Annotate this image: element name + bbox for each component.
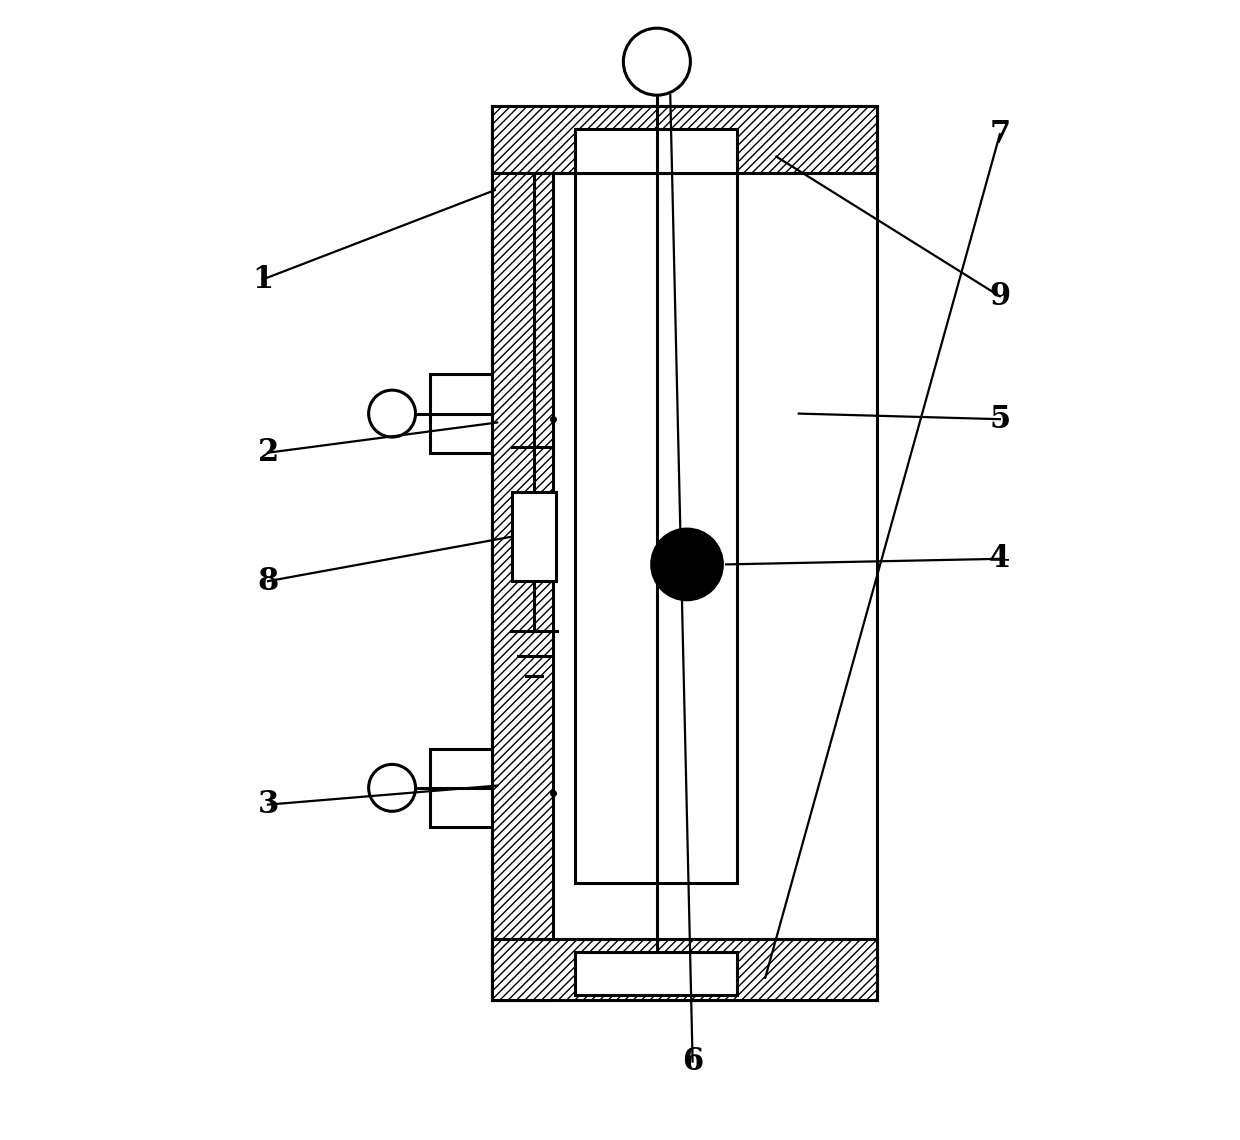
Circle shape [368,765,415,812]
Text: 6: 6 [682,1047,703,1077]
Circle shape [368,390,415,437]
Text: 2: 2 [258,438,279,469]
Bar [575,129,738,173]
Bar [491,106,877,173]
Bar [512,491,557,581]
Bar [575,173,738,882]
Text: 3: 3 [258,789,279,820]
Bar [575,952,738,994]
Bar [491,129,553,1000]
Bar [491,938,877,1000]
Text: 8: 8 [258,565,279,596]
Text: 5: 5 [990,404,1011,434]
Bar [430,375,491,453]
Text: 1: 1 [252,264,273,295]
Text: 9: 9 [990,280,1011,311]
Text: 7: 7 [990,119,1011,149]
Circle shape [650,528,724,601]
Text: 4: 4 [990,544,1011,575]
Circle shape [624,28,691,96]
Bar [430,749,491,826]
